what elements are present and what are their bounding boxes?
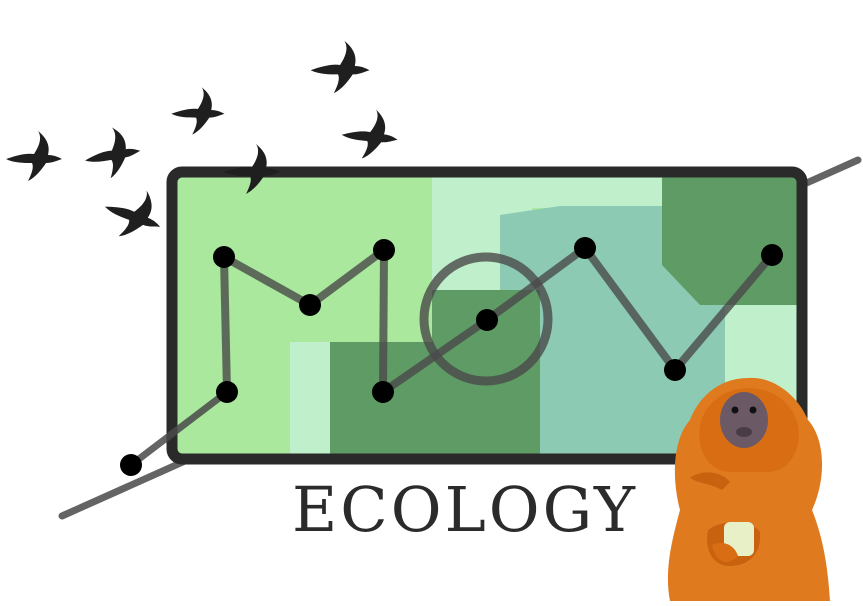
tracking-node-icon bbox=[574, 237, 596, 259]
bird-silhouette-icon bbox=[6, 131, 62, 181]
letter-o-circle bbox=[419, 252, 553, 386]
tracking-node-icon bbox=[761, 244, 783, 266]
tracking-node-icon bbox=[372, 381, 394, 403]
patch-dark-green-top bbox=[662, 172, 802, 305]
tracking-node-icon bbox=[216, 381, 238, 403]
tracking-node-icon bbox=[664, 359, 686, 381]
tracking-node-icon bbox=[213, 246, 235, 268]
bird-silhouette-icon bbox=[310, 40, 370, 94]
bird-silhouette-icon bbox=[339, 106, 400, 162]
patch-dark-green-center bbox=[330, 290, 540, 459]
wordmark: ECOLOGY bbox=[292, 473, 638, 546]
bird-silhouette-icon bbox=[97, 178, 171, 249]
tracking-node-icon bbox=[373, 239, 395, 261]
golden-lion-tamarin-icon bbox=[667, 377, 830, 601]
tracking-node-icon bbox=[476, 309, 498, 331]
habitat-map bbox=[172, 172, 802, 459]
map-frame bbox=[166, 166, 808, 465]
tracking-nodes bbox=[120, 237, 783, 476]
tracking-node-icon bbox=[299, 294, 321, 316]
bird-silhouette-icon bbox=[171, 87, 225, 135]
bird-silhouette-icon bbox=[80, 123, 145, 183]
track-segment bbox=[128, 389, 230, 468]
tracking-node-icon bbox=[120, 454, 142, 476]
